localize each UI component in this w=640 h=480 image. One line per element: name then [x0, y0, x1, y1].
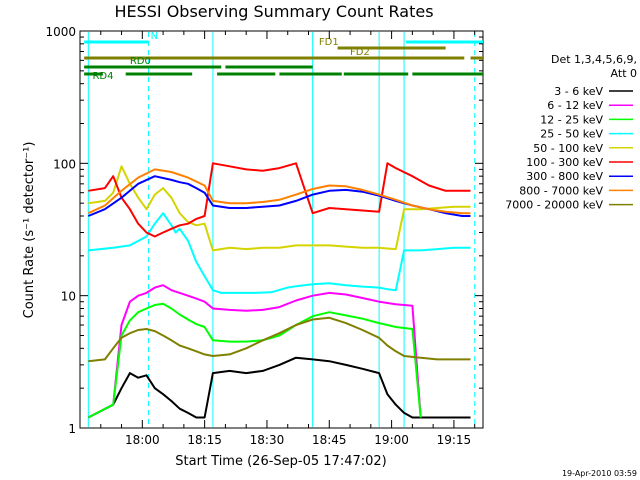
flag-bar-label: RD4	[92, 71, 113, 82]
legend-entry-label: 50 - 100 keV	[533, 142, 603, 155]
legend-entry-label: 7000 - 20000 keV	[505, 199, 603, 212]
series-line	[87, 168, 471, 215]
legend-entry-label: 100 - 300 keV	[526, 156, 603, 169]
plot-frame	[79, 30, 484, 429]
x-tick-label: 18:45	[312, 433, 347, 447]
series-line	[88, 316, 471, 363]
x-axis-label: Start Time (26-Sep-05 17:47:02)	[175, 454, 386, 469]
x-tick-label: 18:30	[250, 433, 285, 447]
series-line	[88, 212, 471, 294]
legend-header-attenuator: Att 0	[611, 67, 637, 80]
legend-entry-label: 12 - 25 keV	[540, 113, 603, 126]
series-line	[87, 284, 422, 419]
series-lines	[87, 162, 471, 419]
legend-entry-label: 25 - 50 keV	[540, 128, 603, 141]
series-line	[88, 165, 471, 252]
observing-flag-bars: N FD1 FD2 RD0 RD4	[84, 31, 483, 82]
chart-title: HESSI Observing Summary Count Rates	[114, 2, 433, 21]
x-axis: 18:00 18:15 18:30 18:45 19:00 19:15	[100, 31, 476, 447]
y-tick-label: 1	[68, 422, 76, 436]
flag-bar-label: FD2	[350, 47, 370, 58]
legend-entry-label: 300 - 800 keV	[526, 170, 603, 183]
y-tick-label: 10	[61, 290, 76, 304]
x-tick-label: 19:15	[437, 433, 472, 447]
y-tick-label: 100	[53, 157, 76, 171]
legend-header-detectors: Det 1,3,4,5,6,9,	[551, 53, 637, 66]
footer-timestamp: 19-Apr-2010 03:59	[562, 469, 637, 478]
series-line	[88, 162, 471, 238]
flag-bar-label: N	[151, 31, 158, 42]
flag-bar-label: RD0	[130, 56, 151, 67]
series-line	[87, 356, 471, 419]
x-tick-label: 18:00	[125, 433, 160, 447]
legend-entry-label: 800 - 7000 keV	[519, 184, 603, 197]
x-tick-label: 18:15	[187, 433, 222, 447]
legend-entry-label: 3 - 6 keV	[554, 85, 603, 98]
x-tick-label: 19:00	[374, 433, 409, 447]
y-tick-label: 1000	[45, 25, 76, 39]
legend-entry-label: 6 - 12 keV	[547, 99, 603, 112]
y-axis: 1 10 100 1000	[45, 25, 483, 436]
series-line	[87, 302, 422, 419]
flag-bar-label: FD1	[319, 37, 339, 48]
y-axis-label: Count Rate (s⁻¹ detector⁻¹)	[22, 142, 37, 319]
